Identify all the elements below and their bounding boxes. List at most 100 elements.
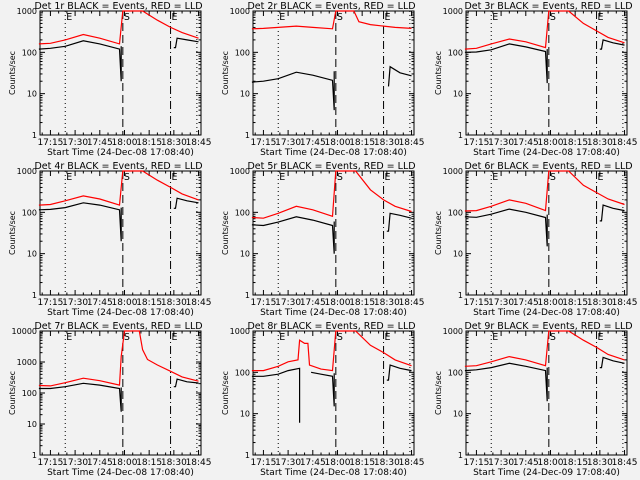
event-marker-label: E [279,332,285,343]
x-tick-label: 17:15 [463,458,489,468]
x-tick-label: 17:45 [513,298,539,308]
y-tick-label: 1000 [443,327,463,336]
x-tick-label: 18:30 [161,138,187,148]
y-tick-label: 1 [32,451,37,460]
y-axis-label: Counts/sec [221,211,230,255]
event-marker-label: E [279,172,285,183]
chart-title: Det 8r BLACK = Events, RED = LLD [247,321,415,332]
series-lld-line [464,330,625,367]
series-events-line [38,378,199,412]
x-tick-label: 18:15 [349,298,375,308]
x-tick-label: 17:15 [37,138,63,148]
y-tick-label: 10 [240,410,250,419]
event-marker-label: E [492,172,498,183]
x-tick-label: 18:45 [612,138,638,148]
chart-panel: Det 7r BLACK = Events, RED = LLD 1 10 100 10… [8,321,212,478]
chart-title: Det 7r BLACK = Events, RED = LLD [34,321,202,332]
x-tick-label: 17:30 [62,298,88,308]
x-tick-label: 17:45 [87,138,113,148]
event-marker-label: S [550,332,556,343]
plot-frame [465,10,628,136]
y-tick-label: 10 [27,90,37,99]
y-tick-label: 10 [27,250,37,259]
chart-panel: Det 2r BLACK = Events, RED = LLD 1 10 100 10… [221,1,425,158]
x-tick-label: 18:45 [612,458,638,468]
series-events-line [38,37,199,82]
series-lld-line [38,10,199,45]
x-axis-label: Start Time (24-Dec-08 17:08:40) [473,148,620,158]
y-tick-label: 100 [448,368,463,377]
y-tick-label: 10 [27,420,37,429]
y-tick-label: 10000 [12,327,37,336]
x-tick-label: 18:15 [562,298,588,308]
event-marker-label: E [385,172,391,183]
y-tick-label: 100 [22,389,37,398]
plot-frame [252,170,415,296]
event-marker-label: E [492,12,498,23]
x-tick-label: 17:30 [275,458,301,468]
plot-frame [39,170,202,296]
event-marker-label: E [385,12,391,23]
y-axis-label: Counts/sec [8,51,17,95]
y-tick-label: 100 [235,48,250,57]
chart-panel: Det 5r BLACK = Events, RED = LLD 1 10 100 10… [221,161,425,318]
event-marker-label: E [385,332,391,343]
y-axis-label: Counts/sec [221,371,230,415]
y-tick-label: 100 [235,208,250,217]
x-tick-label: 17:45 [87,458,113,468]
event-marker-label: S [337,332,343,343]
series-lld-line [464,170,625,212]
x-tick-label: 17:15 [463,298,489,308]
x-tick-label: 18:45 [186,298,212,308]
x-tick-label: 18:00 [325,458,351,468]
y-tick-label: 1000 [230,327,250,336]
x-tick-label: 17:15 [37,458,63,468]
x-axis-label: Start Time (24-Dec-08 17:08:40) [47,468,194,478]
y-tick-label: 10 [240,90,250,99]
y-tick-label: 10 [453,250,463,259]
y-axis-label: Counts/sec [434,371,443,415]
x-tick-label: 17:45 [513,138,539,148]
y-tick-label: 1000 [443,7,463,16]
chart-title: Det 2r BLACK = Events, RED = LLD [247,1,415,12]
chart-title: Det 4r BLACK = Events, RED = LLD [34,161,202,172]
x-tick-label: 17:45 [87,298,113,308]
event-marker-label: S [550,12,556,23]
x-tick-label: 18:00 [112,458,138,468]
y-tick-label: 1 [458,451,463,460]
event-marker-label: E [598,332,604,343]
x-tick-label: 18:45 [399,138,425,148]
series-lld-line [464,10,625,50]
y-tick-label: 100 [22,48,37,57]
x-axis-label: Start Time (24-Dec-09 17:08:40) [473,468,620,478]
y-tick-label: 1000 [230,167,250,176]
x-tick-label: 18:45 [399,298,425,308]
x-tick-label: 18:00 [538,298,564,308]
chart-panel: Det 8r BLACK = Events, RED = LLD 1 10 100 10… [221,321,425,478]
x-tick-label: 17:15 [250,138,276,148]
y-tick-label: 1 [245,291,250,300]
y-axis-label: Counts/sec [434,211,443,255]
chart-title: Det 5r BLACK = Events, RED = LLD [247,161,415,172]
x-tick-label: 18:00 [112,138,138,148]
x-tick-label: 18:00 [325,298,351,308]
event-marker-label: E [172,332,178,343]
y-tick-label: 1 [32,291,37,300]
x-tick-label: 17:15 [250,458,276,468]
x-tick-label: 18:15 [136,298,162,308]
x-tick-label: 17:45 [300,458,326,468]
x-tick-label: 17:30 [275,138,301,148]
x-tick-label: 18:00 [112,298,138,308]
x-tick-label: 18:15 [349,458,375,468]
y-tick-label: 1000 [17,167,37,176]
event-marker-label: S [124,332,130,343]
y-tick-label: 100 [448,48,463,57]
y-tick-label: 100 [448,208,463,217]
x-tick-label: 17:30 [488,298,514,308]
series-lld-line [38,170,199,206]
chart-panel: Det 4r BLACK = Events, RED = LLD 1 10 100 10… [8,161,212,318]
y-tick-label: 1000 [17,358,37,367]
x-tick-label: 18:30 [587,458,613,468]
x-tick-label: 17:15 [37,298,63,308]
plot-frame [39,10,202,136]
